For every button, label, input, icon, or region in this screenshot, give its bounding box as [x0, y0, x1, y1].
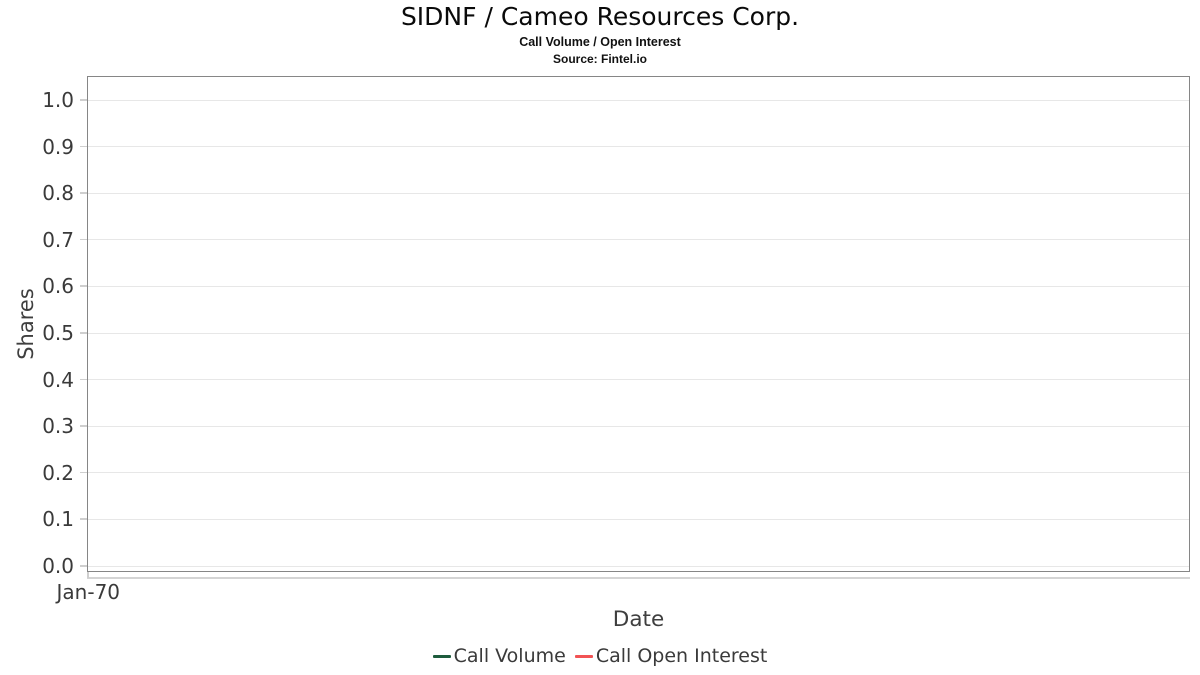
y-axis-tick — [80, 565, 87, 567]
y-axis-tick-label: 0.0 — [42, 554, 74, 578]
legend-item: Call Open Interest — [574, 645, 768, 667]
y-axis-tick-label: 0.6 — [42, 274, 74, 299]
y-axis-tick — [80, 99, 87, 101]
chart-subtitle: Call Volume / Open Interest — [519, 35, 681, 49]
y-axis-tick — [80, 145, 87, 148]
y-gridline — [88, 332, 1189, 334]
legend-series-dash-icon — [574, 654, 593, 658]
legend-item: Call Volume — [432, 645, 566, 667]
legend-label: Call Open Interest — [595, 645, 768, 667]
y-axis-tick — [80, 332, 87, 334]
y-gridline — [88, 239, 1189, 241]
x-axis-tick-label: Jan-70 — [56, 580, 121, 604]
y-gridline — [88, 99, 1189, 101]
x-axis-title: Date — [612, 607, 665, 632]
y-axis-tick-label: 0.8 — [42, 181, 74, 206]
x-axis-line — [87, 577, 1190, 579]
y-gridline — [88, 425, 1189, 427]
y-axis-tick-label: 0.1 — [42, 507, 74, 532]
legend-label: Call Volume — [453, 645, 566, 667]
x-axis-tick — [87, 572, 89, 578]
y-gridline — [88, 472, 1189, 474]
y-axis-tick — [80, 518, 87, 520]
y-gridline — [88, 146, 1189, 148]
chart-source: Source: Fintel.io — [552, 52, 647, 66]
y-axis-tick-label: 1.0 — [42, 88, 74, 112]
y-axis-tick — [80, 471, 87, 474]
y-axis-tick — [80, 378, 87, 381]
legend-series-dash-icon — [432, 654, 451, 658]
y-gridline — [88, 565, 1189, 567]
y-gridline — [88, 192, 1189, 194]
y-gridline — [88, 518, 1189, 520]
y-axis-tick — [80, 192, 87, 194]
y-axis-tick — [80, 285, 87, 287]
y-axis-tick-label: 0.2 — [42, 460, 74, 485]
y-gridline — [88, 285, 1189, 287]
y-axis-tick-label: 0.5 — [42, 321, 74, 345]
y-axis-tick-label: 0.3 — [42, 414, 74, 439]
y-axis-tick-label: 0.4 — [42, 367, 74, 392]
y-axis-tick — [80, 238, 87, 241]
plot-area — [87, 76, 1190, 572]
y-gridline — [88, 379, 1189, 381]
y-axis-tick-label: 0.9 — [42, 134, 74, 159]
chart-title: SIDNF / Cameo Resources Corp. — [400, 2, 800, 31]
y-axis-tick — [80, 425, 87, 427]
y-axis-tick-label: 0.7 — [42, 227, 74, 252]
legend: Call Volume Call Open Interest — [0, 645, 1200, 667]
